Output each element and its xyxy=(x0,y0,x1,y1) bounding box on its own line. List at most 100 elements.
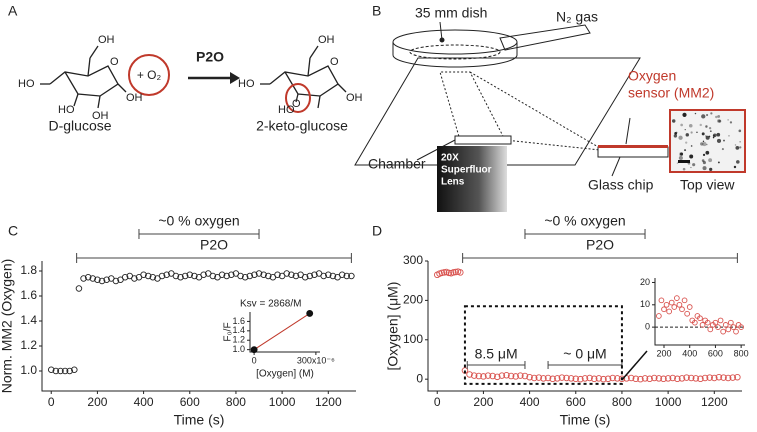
y-tick-label: 100 xyxy=(403,332,423,346)
data-point xyxy=(715,373,723,381)
data-point xyxy=(632,375,640,383)
y-tick-label: 1.4 xyxy=(232,325,245,335)
x-tick-label: 800 xyxy=(612,395,632,409)
dish-label: 35 mm dish xyxy=(415,5,487,21)
data-point xyxy=(338,271,346,279)
speckle-dot xyxy=(702,153,706,156)
data-point xyxy=(301,274,309,281)
data-point xyxy=(572,375,580,383)
y-axis-label: Norm. MM2 (Oxygen) xyxy=(0,259,15,394)
data-point xyxy=(734,373,741,381)
speckle-dot xyxy=(674,132,678,135)
x-tick-label: 600 xyxy=(180,395,200,409)
panel-letter: A xyxy=(8,3,18,19)
x-tick-label: 200 xyxy=(656,348,671,358)
data-point xyxy=(609,374,616,382)
axis-line xyxy=(249,312,320,353)
data-point xyxy=(517,372,524,379)
data-point xyxy=(140,271,147,279)
lens-label: 20X xyxy=(441,153,459,164)
y-tick-label: 200 xyxy=(403,293,423,307)
data-point xyxy=(131,275,138,282)
data-point xyxy=(209,272,217,280)
y-tick-label: 1.2 xyxy=(232,335,245,345)
speckle-dot xyxy=(739,146,742,149)
speckle-dot xyxy=(738,129,742,133)
data-point xyxy=(540,375,547,382)
data-point xyxy=(260,271,267,279)
data-point xyxy=(729,374,737,381)
data-point xyxy=(724,374,732,382)
speckle-dot xyxy=(716,132,721,137)
x-tick-label: 0 xyxy=(48,395,55,409)
data-point xyxy=(438,269,446,277)
data-point xyxy=(329,272,337,280)
data-point xyxy=(80,275,87,282)
bracket-label: ~0 % oxygen xyxy=(158,213,239,229)
top-view-speckle xyxy=(672,112,742,172)
data-point xyxy=(679,306,685,313)
atom-label: OH xyxy=(346,92,363,104)
speckle-dot xyxy=(699,123,702,127)
speckle-dot xyxy=(696,131,698,134)
speckle-dot xyxy=(700,142,704,146)
data-point xyxy=(567,375,575,382)
data-point xyxy=(646,375,653,383)
data-point xyxy=(681,297,688,304)
data-point xyxy=(223,272,230,280)
data-point xyxy=(255,270,263,277)
keto-circle xyxy=(285,83,311,113)
x-tick-label: 600 xyxy=(566,395,586,409)
speckle-dot xyxy=(706,143,708,146)
speckle-dot xyxy=(715,115,718,119)
x-tick-label: 200 xyxy=(87,395,107,409)
data-point xyxy=(586,374,593,382)
data-point xyxy=(678,375,686,382)
atom-label: HO xyxy=(58,104,75,116)
data-point xyxy=(590,375,598,383)
data-point xyxy=(728,319,734,326)
data-point xyxy=(535,374,543,381)
data-point xyxy=(163,271,170,279)
data-point xyxy=(684,310,690,317)
data-point xyxy=(503,371,510,379)
data-point xyxy=(530,374,538,382)
arrow-head xyxy=(230,72,240,84)
atom-label: OH xyxy=(92,110,109,122)
data-point xyxy=(475,372,483,380)
stage-plane xyxy=(354,57,641,166)
data-point xyxy=(288,271,295,279)
reactant-name: D-glucose xyxy=(48,118,111,134)
data-point xyxy=(75,285,83,292)
speckle-dot xyxy=(733,165,737,169)
data-point xyxy=(47,366,55,374)
speckle-dot xyxy=(682,167,686,171)
data-point xyxy=(181,272,189,280)
y-axis-label: [Oxygen] (μM) xyxy=(385,282,401,371)
speckle-dot xyxy=(702,142,707,147)
data-point xyxy=(699,322,706,328)
data-point xyxy=(250,346,258,354)
zoom-line xyxy=(469,71,601,149)
data-point xyxy=(457,269,464,276)
atom-label: HO xyxy=(278,104,295,116)
speckle-dot xyxy=(688,123,693,128)
speckle-dot xyxy=(712,136,715,139)
y-axis-label: F₀/F xyxy=(223,322,234,341)
data-point xyxy=(656,313,662,319)
x-tick-label: 0 xyxy=(252,355,257,365)
speckle-dot xyxy=(692,163,696,167)
data-point xyxy=(627,374,635,382)
data-point xyxy=(704,319,711,326)
data-point xyxy=(711,374,718,382)
x-tick-label: 800 xyxy=(734,348,749,358)
data-point xyxy=(89,275,97,282)
data-point xyxy=(98,277,106,285)
data-point xyxy=(246,272,254,280)
speckle-dot xyxy=(709,167,713,172)
data-point xyxy=(614,375,621,382)
speckle-dot xyxy=(705,135,710,140)
sensor-layer xyxy=(598,145,668,148)
data-point xyxy=(61,367,69,375)
speckle-dot xyxy=(717,119,721,123)
